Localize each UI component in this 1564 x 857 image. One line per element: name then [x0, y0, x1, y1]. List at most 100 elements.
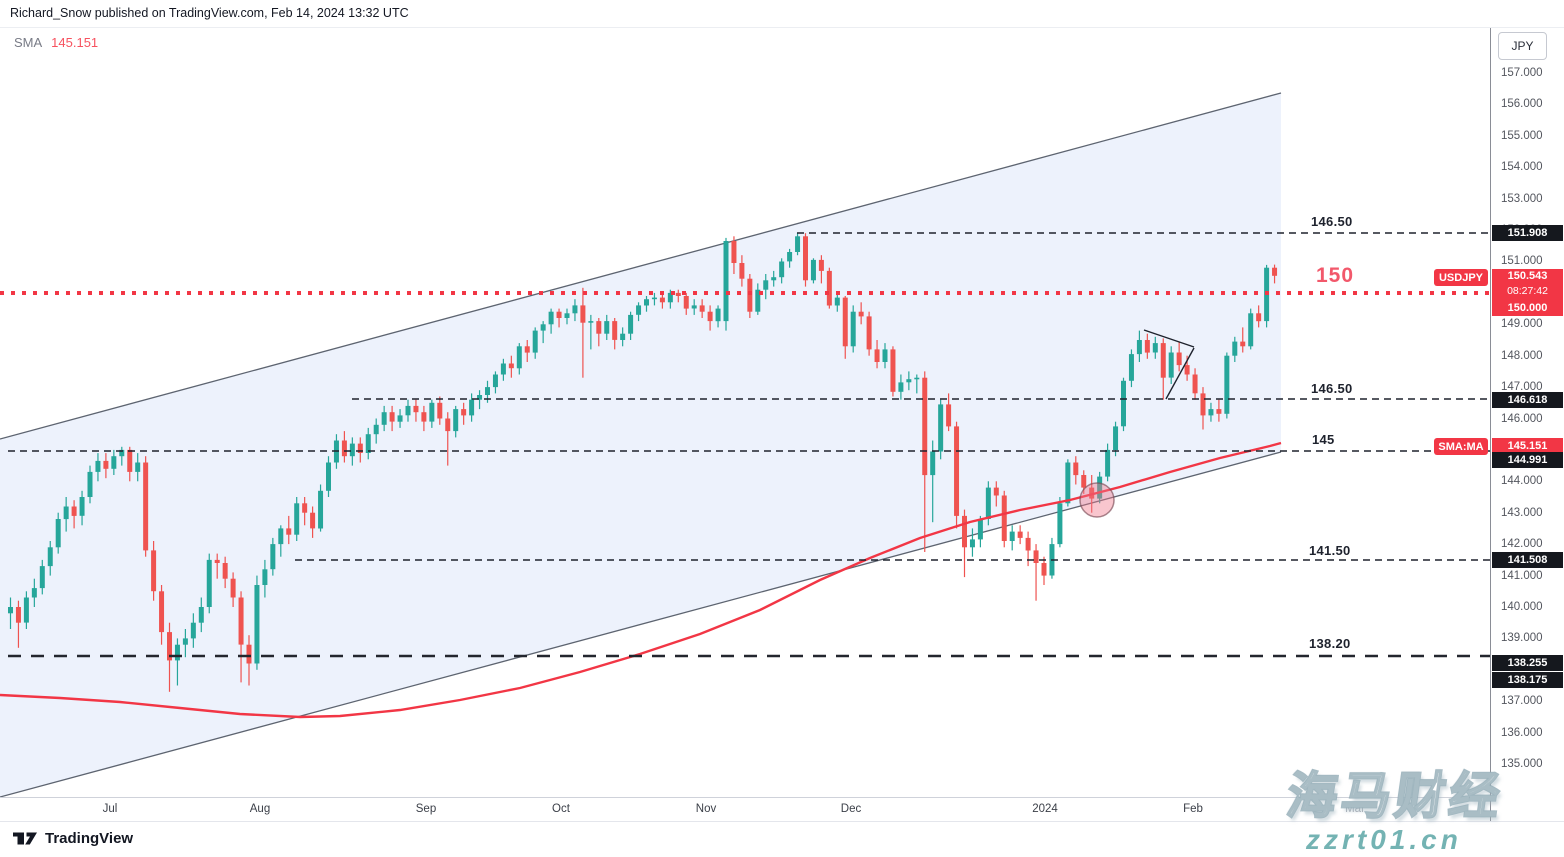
candle-body [667, 292, 673, 303]
level-price-label: 146.50 [1311, 214, 1353, 229]
candle-body [1168, 352, 1174, 378]
price-axis-tick: 137.000 [1501, 695, 1543, 708]
candle-body [675, 292, 681, 296]
price-axis[interactable]: JPY 157.000 156.000 155.000 154.000 153.000 1… [1490, 27, 1564, 821]
candle-body [55, 519, 61, 548]
candle-body [874, 349, 880, 362]
price-level-badge: 150.000 [1492, 300, 1563, 316]
candle-body [962, 515, 967, 548]
candle-body [167, 632, 172, 661]
candle-body [182, 638, 188, 645]
price-level-badge: 138.255 [1492, 655, 1563, 671]
candle-body [612, 321, 618, 340]
candle-body [858, 311, 864, 317]
candle-body [1152, 343, 1158, 353]
price-axis-tick: 135.000 [1501, 758, 1543, 771]
time-axis-label: 2024 [1032, 803, 1058, 815]
candle-body [572, 305, 578, 314]
currency-toggle-button[interactable]: JPY [1498, 32, 1547, 60]
candle-body [190, 622, 196, 639]
badge-value: 141.508 [1507, 554, 1548, 566]
candle-body [699, 305, 705, 312]
candle-body [15, 607, 21, 623]
candle-body [278, 528, 284, 545]
candle-body [222, 563, 228, 579]
price-level-badge: 144.991 [1492, 452, 1563, 468]
candle-body [151, 550, 157, 592]
candle-body [1033, 550, 1039, 563]
candle-body [421, 412, 427, 422]
price-axis-tick: 136.000 [1501, 726, 1543, 739]
candle-body [779, 261, 785, 278]
candle-body [866, 316, 872, 350]
candle-body [1105, 449, 1111, 477]
candle-body [890, 349, 896, 392]
candle-body [1144, 340, 1150, 353]
sma-line [0, 441, 1282, 719]
candle-body [1128, 354, 1134, 381]
candle-body [1200, 393, 1206, 416]
price-level-badge: 141.508 [1492, 552, 1563, 568]
candle-body [922, 377, 928, 476]
candle-body [898, 382, 904, 392]
time-axis-label: Nov [695, 803, 717, 815]
badge-value: 145.151 [1507, 440, 1548, 452]
candle-body [906, 379, 912, 383]
candle-body [651, 297, 657, 300]
candle-body [1001, 495, 1007, 541]
candle-body [477, 395, 483, 400]
time-axis-label: Aug [249, 803, 271, 815]
symbol-tag-pill: USDJPY [1434, 269, 1488, 286]
candle-body [198, 607, 204, 623]
candle-body [556, 311, 562, 318]
level-price-label: 146.50 [1311, 381, 1353, 396]
candle-body [508, 363, 514, 369]
candle-body [644, 299, 649, 306]
candle-body [492, 374, 498, 388]
candle-body [731, 241, 737, 263]
candle-body [810, 259, 816, 281]
time-axis[interactable]: Jul Aug Sep Oct Nov Dec 2024 Feb Mar [0, 797, 1564, 822]
candle-body [357, 443, 363, 453]
candle-body [1057, 503, 1063, 545]
candle-body [1113, 426, 1119, 450]
price-axis-tick: 151.000 [1501, 255, 1543, 268]
candle-body [95, 460, 101, 472]
badge-value: 146.618 [1507, 394, 1548, 406]
badge-value: 138.175 [1507, 674, 1548, 686]
price-level-badge: 145.151 [1492, 438, 1563, 454]
candle-body [445, 418, 451, 432]
candle-body [1184, 365, 1190, 375]
candle-body [564, 313, 570, 318]
price-level-badge: 151.908 [1492, 225, 1563, 241]
candle-body [270, 544, 276, 570]
candle-body [461, 409, 467, 416]
candle-body [1097, 476, 1103, 499]
level-price-label: 150 [1316, 264, 1355, 287]
candle-body [930, 451, 936, 476]
price-axis-tick: 149.000 [1501, 318, 1543, 331]
candle-body [1081, 475, 1087, 488]
candle-body [1017, 531, 1023, 538]
price-axis-tick: 142.000 [1501, 538, 1543, 551]
candle-body [39, 566, 45, 589]
indicator-value: 145.151 [51, 35, 99, 50]
candle-body [103, 460, 109, 469]
candle-body [389, 412, 395, 422]
candle-body [1176, 352, 1182, 366]
candle-body [620, 333, 626, 340]
candle-body [119, 449, 125, 457]
price-axis-tick: 155.000 [1501, 129, 1543, 142]
candle-body [1240, 341, 1246, 347]
price-axis-tick: 146.000 [1501, 412, 1543, 425]
candle-body [262, 569, 268, 585]
candle-body [365, 434, 371, 453]
candle-body [580, 305, 586, 323]
tradingview-logo[interactable]: TradingView [12, 830, 133, 847]
candle-body [286, 528, 292, 535]
candle-body [636, 305, 642, 315]
watermark-site-url: zzrt01.cn [1306, 824, 1462, 855]
candle-body [1272, 267, 1278, 276]
candle-body [8, 607, 13, 614]
